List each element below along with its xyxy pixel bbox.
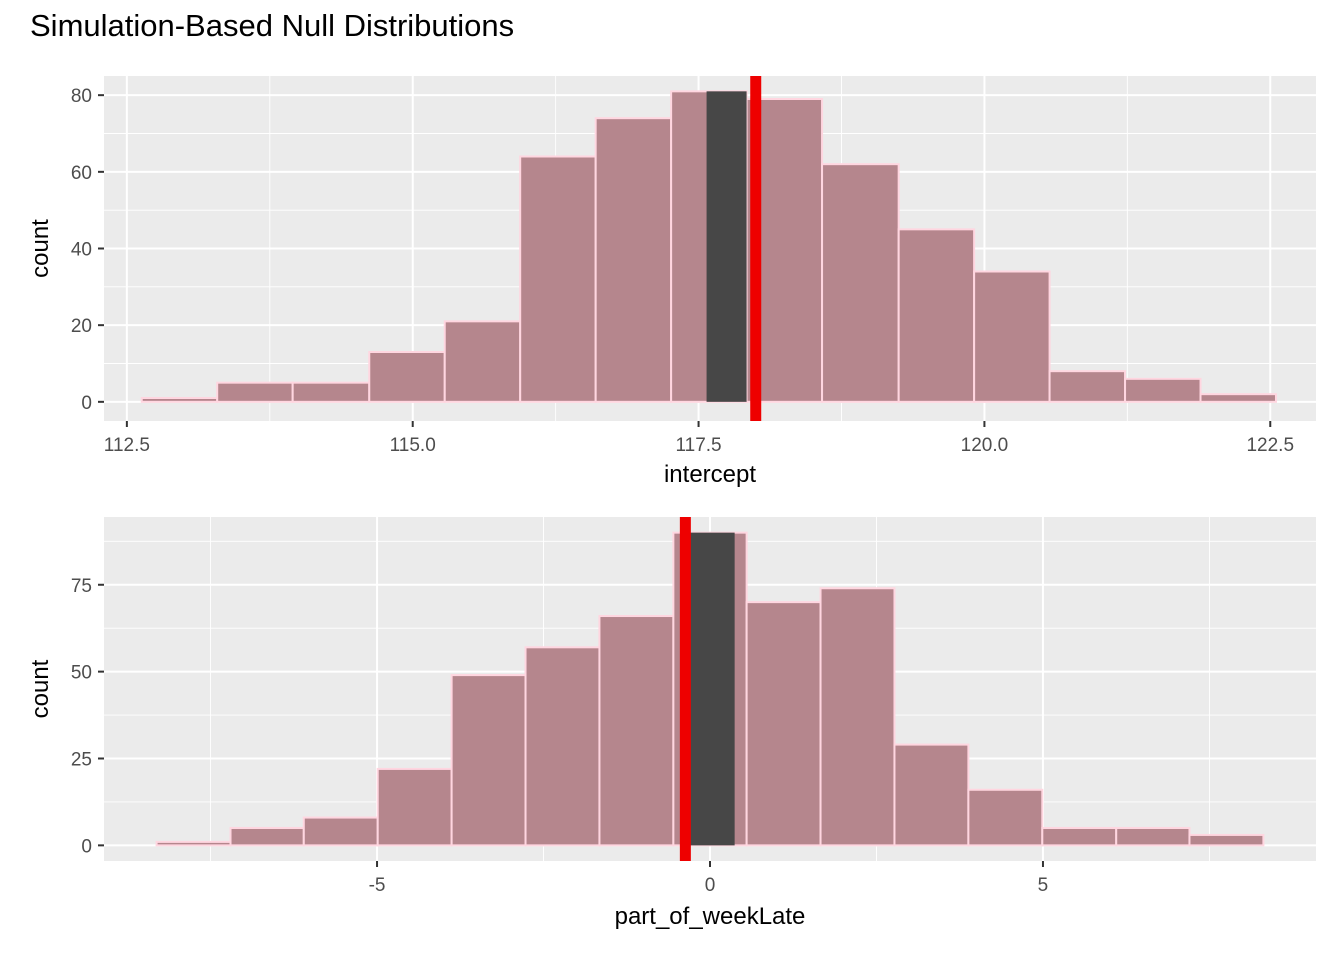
y-tick-label: 80 [71,86,92,107]
histogram-bar [598,615,675,847]
histogram-bar [140,397,219,403]
histogram-bar [1048,370,1127,403]
histogram-bar [973,270,1051,403]
x-tick-label: -5 [369,875,386,896]
histogram-bar [893,743,970,847]
histogram-bar [1041,826,1118,847]
histogram-bar [368,351,446,403]
histogram-bar [819,587,896,847]
x-tick-label: 0 [705,875,716,896]
histogram-bar [745,601,822,847]
histogram-bar [450,674,527,847]
x-axis-title: intercept [664,461,756,488]
histogram-bar [1188,833,1265,847]
y-axis-title: count [27,659,54,718]
x-tick-label: 120.0 [961,435,1009,456]
y-tick-label: 40 [71,240,92,261]
y-tick-label: 20 [71,316,92,337]
histogram-bar [967,788,1044,847]
y-axis-title: count [27,219,54,278]
histogram-bar [291,381,371,403]
histogram-bar [594,117,673,403]
histogram-bar [519,155,597,403]
x-tick-label: 115.0 [390,435,436,456]
x-tick-label: 5 [1038,875,1049,896]
y-tick-label: 0 [81,393,92,414]
histogram-bar [524,646,601,847]
shaded-region [706,91,747,402]
y-tick-label: 50 [71,663,92,684]
y-tick-label: 0 [81,836,92,857]
chart-title: Simulation-Based Null Distributions [30,8,515,43]
histogram-bar [302,816,379,847]
y-tick-label: 75 [71,576,92,597]
y-tick-label: 25 [71,749,92,770]
x-tick-label: 112.5 [104,435,150,456]
histogram-bar [229,826,305,847]
shaded-region [685,532,735,846]
histogram-bar [376,767,453,847]
y-tick-label: 60 [71,163,92,184]
histogram-bar [216,381,294,403]
histogram-bar [443,320,522,403]
histogram-bar [155,840,232,847]
histogram-bar [1115,826,1191,847]
histogram-bar [821,163,900,403]
x-axis-title: part_of_weekLate [615,903,806,930]
histogram-bar [897,228,976,403]
histogram-panel-1: 112.5 115.0 117.5 120.0 122.5 0 20 40 60 80 interc… [27,76,1316,488]
x-tick-label: 117.5 [675,435,721,456]
x-tick-label: 122.5 [1246,435,1294,456]
histogram-bar [1124,377,1202,403]
histogram-bar [1199,393,1277,403]
